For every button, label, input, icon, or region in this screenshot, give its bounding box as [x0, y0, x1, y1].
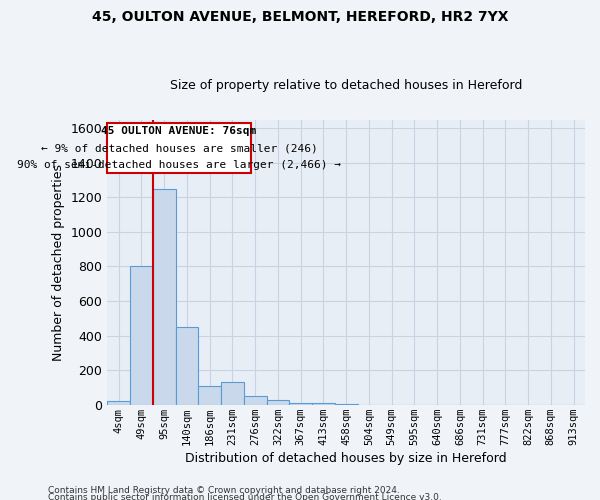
Bar — [221, 382, 244, 405]
Bar — [176, 327, 198, 405]
X-axis label: Distribution of detached houses by size in Hereford: Distribution of detached houses by size … — [185, 452, 507, 465]
FancyBboxPatch shape — [107, 123, 251, 173]
Bar — [312, 403, 335, 405]
Text: 45, OULTON AVENUE, BELMONT, HEREFORD, HR2 7YX: 45, OULTON AVENUE, BELMONT, HEREFORD, HR… — [92, 10, 508, 24]
Text: ← 9% of detached houses are smaller (246): ← 9% of detached houses are smaller (246… — [41, 143, 317, 153]
Text: 45 OULTON AVENUE: 76sqm: 45 OULTON AVENUE: 76sqm — [101, 126, 257, 136]
Bar — [335, 404, 358, 405]
Bar — [198, 386, 221, 405]
Y-axis label: Number of detached properties: Number of detached properties — [52, 164, 65, 360]
Bar — [266, 400, 289, 405]
Bar — [107, 402, 130, 405]
Title: Size of property relative to detached houses in Hereford: Size of property relative to detached ho… — [170, 79, 523, 92]
Bar — [244, 396, 266, 405]
Bar — [289, 403, 312, 405]
Bar — [130, 266, 153, 405]
Text: Contains public sector information licensed under the Open Government Licence v3: Contains public sector information licen… — [48, 494, 442, 500]
Text: 90% of semi-detached houses are larger (2,466) →: 90% of semi-detached houses are larger (… — [17, 160, 341, 170]
Bar — [153, 188, 176, 405]
Text: Contains HM Land Registry data © Crown copyright and database right 2024.: Contains HM Land Registry data © Crown c… — [48, 486, 400, 495]
